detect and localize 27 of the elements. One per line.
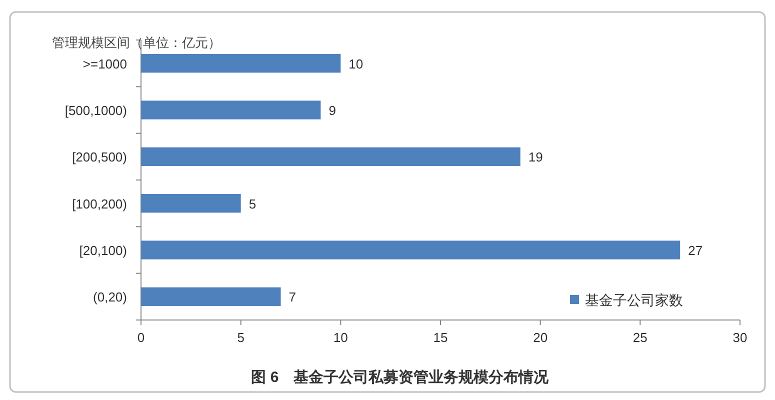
x-tick-label: 20 xyxy=(533,330,548,345)
legend-label: 基金子公司家数 xyxy=(585,292,683,308)
x-tick-label: 10 xyxy=(333,330,348,345)
y-tick-label: (0,20) xyxy=(93,290,127,305)
x-tick-label: 25 xyxy=(632,330,648,345)
bar xyxy=(141,147,520,166)
bar xyxy=(141,100,321,120)
bar xyxy=(141,194,241,213)
y-tick-label: [200,500) xyxy=(72,150,127,165)
x-tick-label: 0 xyxy=(137,330,145,345)
data-label: 9 xyxy=(328,103,336,118)
data-label: 7 xyxy=(288,290,296,305)
data-label: 27 xyxy=(688,243,703,258)
x-tick-label: 5 xyxy=(237,330,244,345)
bar xyxy=(141,54,341,73)
y-tick-label: [100,200) xyxy=(72,196,127,212)
y-tick-label: [500,1000) xyxy=(64,103,127,118)
data-label: 10 xyxy=(348,56,364,72)
y-tick-label: >=1000 xyxy=(82,56,127,72)
data-label: 19 xyxy=(528,150,543,165)
bar xyxy=(141,240,680,260)
bar xyxy=(141,287,281,306)
y-tick-label: [20,100) xyxy=(79,243,127,258)
text: 图 6 基金子公司私募资管业务规模分布情况 xyxy=(251,369,550,386)
x-tick-label: 15 xyxy=(433,330,448,345)
data-label: 5 xyxy=(248,196,256,212)
x-tick-label: 30 xyxy=(732,330,748,345)
